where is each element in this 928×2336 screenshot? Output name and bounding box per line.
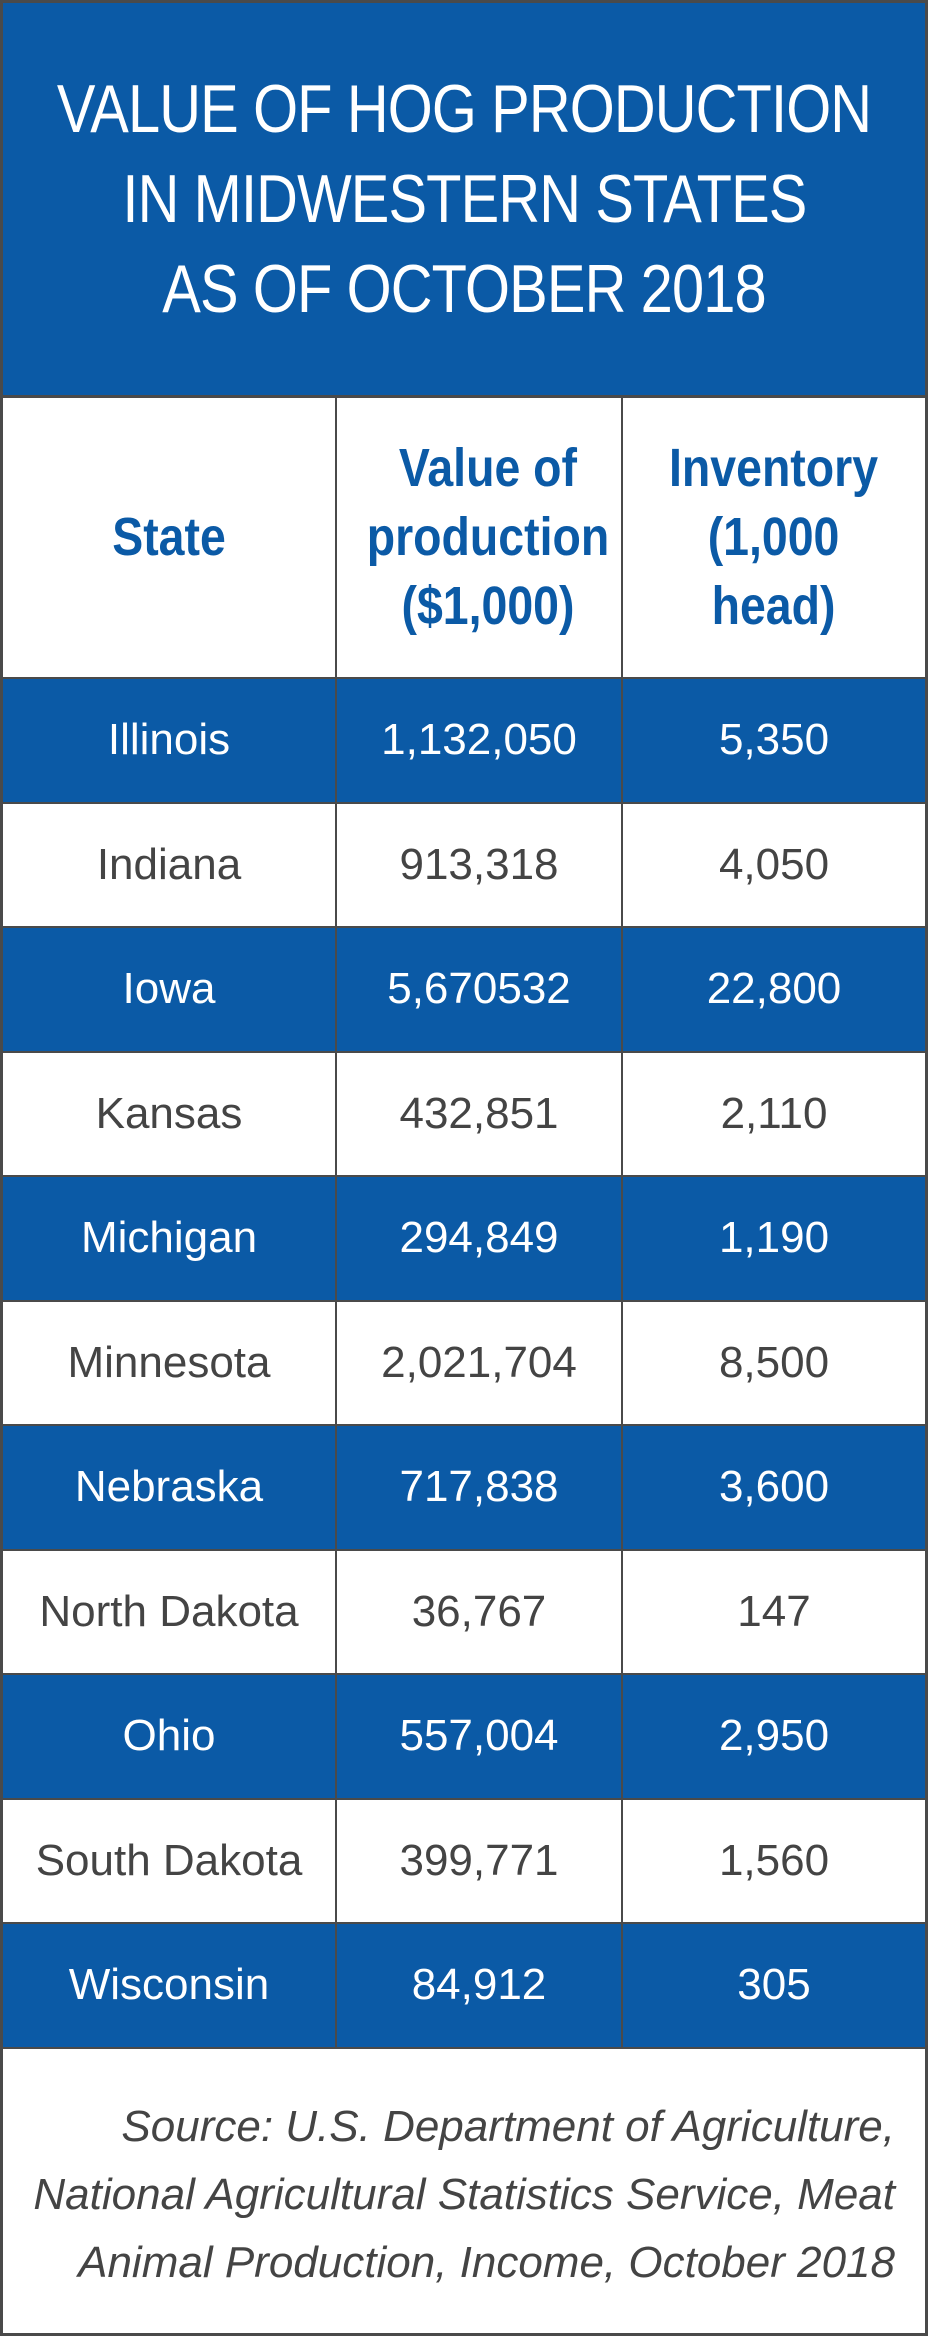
cell-state: Wisconsin — [3, 1923, 337, 2049]
hog-production-table: State Value of production ($1,000) Inven… — [3, 398, 925, 2049]
cell-value-of-production: 557,004 — [336, 1674, 623, 1800]
cell-inventory: 147 — [622, 1549, 925, 1675]
table-row: Michigan 294,849 1,190 — [3, 1176, 925, 1302]
title-line: VALUE OF HOG PRODUCTION — [56, 71, 872, 147]
column-header-inventory: Inventory (1,000 head) — [622, 398, 925, 679]
cell-state: South Dakota — [3, 1798, 337, 1924]
cell-inventory: 22,800 — [622, 927, 925, 1053]
table-row: South Dakota 399,771 1,560 — [3, 1798, 925, 1924]
cell-inventory: 305 — [622, 1923, 925, 2049]
table-header-row: State Value of production ($1,000) Inven… — [3, 398, 925, 679]
cell-state: Nebraska — [3, 1425, 337, 1551]
table-row: Kansas 432,851 2,110 — [3, 1051, 925, 1177]
table-row: Wisconsin 84,912 305 — [3, 1923, 925, 2049]
cell-inventory: 1,560 — [622, 1798, 925, 1924]
table-row: Ohio 557,004 2,950 — [3, 1674, 925, 1800]
cell-state: Kansas — [3, 1051, 337, 1177]
source-note: Source: U.S. Department of Agriculture, … — [3, 2055, 925, 2335]
column-header-state: State — [3, 398, 337, 679]
source-line: National Agricultural Statistics Service… — [33, 2170, 895, 2219]
title-line: AS OF OCTOBER 2018 — [162, 251, 766, 327]
title-line: IN MIDWESTERN STATES — [121, 161, 807, 237]
cell-state: Illinois — [3, 678, 337, 804]
cell-inventory: 2,110 — [622, 1051, 925, 1177]
cell-state: Indiana — [3, 802, 337, 928]
cell-state: North Dakota — [3, 1549, 337, 1675]
table-row: Iowa 5,670532 22,800 — [3, 927, 925, 1053]
source-line: Source: U.S. Department of Agriculture, — [121, 2102, 895, 2151]
table-row: North Dakota 36,767 147 — [3, 1549, 925, 1675]
table-row: Indiana 913,318 4,050 — [3, 802, 925, 928]
cell-value-of-production: 913,318 — [336, 802, 623, 928]
cell-inventory: 4,050 — [622, 802, 925, 928]
source-line: Animal Production, Income, October 2018 — [78, 2238, 895, 2287]
cell-inventory: 1,190 — [622, 1176, 925, 1302]
cell-value-of-production: 717,838 — [336, 1425, 623, 1551]
cell-state: Ohio — [3, 1674, 337, 1800]
cell-state: Minnesota — [3, 1300, 337, 1426]
cell-state: Iowa — [3, 927, 337, 1053]
cell-value-of-production: 399,771 — [336, 1798, 623, 1924]
cell-value-of-production: 2,021,704 — [336, 1300, 623, 1426]
cell-value-of-production: 1,132,050 — [336, 678, 623, 804]
cell-value-of-production: 84,912 — [336, 1923, 623, 2049]
table-row: Illinois 1,132,050 5,350 — [3, 678, 925, 804]
cell-inventory: 2,950 — [622, 1674, 925, 1800]
cell-inventory: 8,500 — [622, 1300, 925, 1426]
table-body: Illinois 1,132,050 5,350 Indiana 913,318 4,05… — [3, 678, 925, 2049]
cell-value-of-production: 36,767 — [336, 1549, 623, 1675]
title-banner: VALUE OF HOG PRODUCTION IN MIDWESTERN ST… — [3, 3, 925, 398]
column-header-value: Value of production ($1,000) — [336, 398, 623, 679]
cell-state: Michigan — [3, 1176, 337, 1302]
cell-value-of-production: 5,670532 — [336, 927, 623, 1053]
table-row: Nebraska 717,838 3,600 — [3, 1425, 925, 1551]
cell-inventory: 3,600 — [622, 1425, 925, 1551]
cell-inventory: 5,350 — [622, 678, 925, 804]
table-row: Minnesota 2,021,704 8,500 — [3, 1300, 925, 1426]
cell-value-of-production: 432,851 — [336, 1051, 623, 1177]
cell-value-of-production: 294,849 — [336, 1176, 623, 1302]
